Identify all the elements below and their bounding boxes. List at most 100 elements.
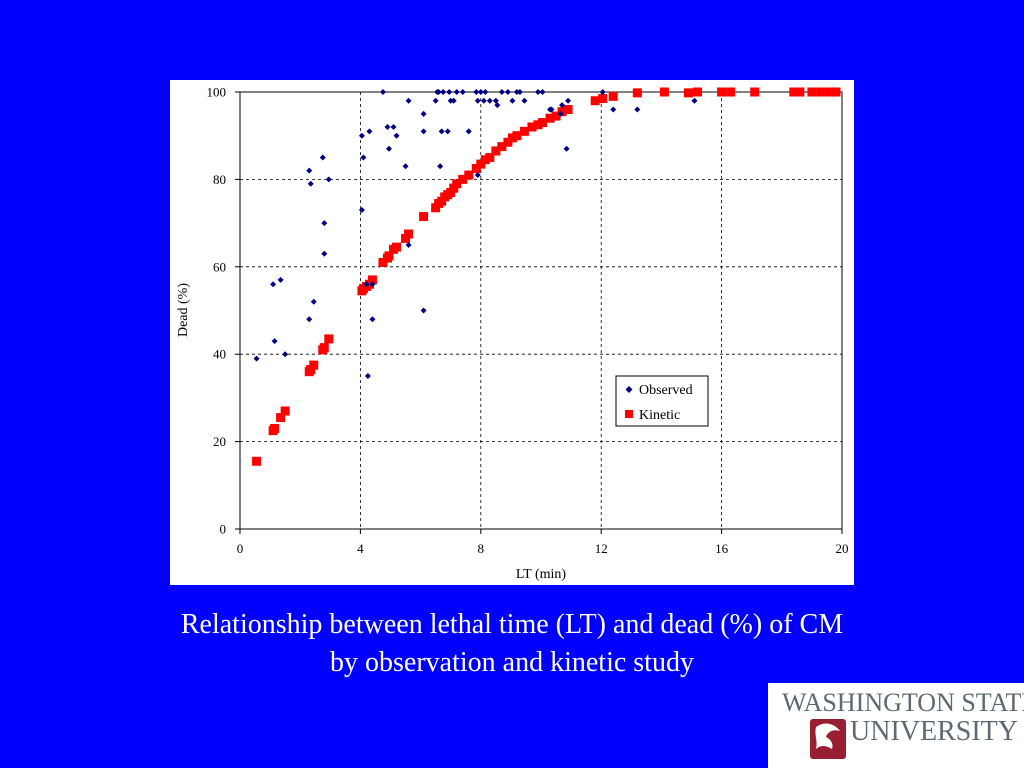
kinetic-point	[480, 155, 490, 165]
kinetic-point	[464, 170, 474, 180]
kinetic-point	[452, 179, 462, 189]
legend-observed-marker	[625, 386, 633, 393]
kinetic-point	[476, 159, 486, 169]
observed-point	[516, 89, 523, 95]
observed-point	[253, 355, 260, 362]
kinetic-point	[822, 87, 832, 97]
kinetic-point	[378, 257, 388, 267]
observed-point	[358, 206, 365, 213]
observed-point	[306, 167, 313, 174]
observed-point	[270, 281, 277, 288]
kinetic-point	[789, 87, 799, 97]
kinetic-point	[563, 104, 573, 114]
kinetic-point	[683, 88, 693, 98]
observed-point	[379, 89, 386, 95]
observed-point	[565, 97, 572, 104]
observed-point	[282, 351, 289, 358]
kinetic-point	[276, 413, 286, 423]
observed-point	[319, 154, 326, 161]
kinetic-point	[491, 146, 501, 156]
y-tick-label: 60	[213, 259, 226, 274]
observed-point	[459, 89, 466, 95]
observed-point	[599, 89, 606, 95]
kinetic-point	[545, 113, 555, 123]
y-tick-label: 40	[213, 347, 226, 362]
kinetic-point	[533, 120, 543, 130]
kinetic-point	[485, 153, 495, 163]
observed-point	[277, 276, 284, 283]
axis-ticks: 0 4 8 12 16 20 0 20 40 60 80 100	[207, 85, 849, 557]
wsu-wordmark-line2: UNIVERSITY	[850, 716, 1018, 747]
kinetic-point	[324, 334, 334, 344]
observed-point	[444, 128, 451, 135]
kinetic-point	[384, 251, 394, 261]
observed-point	[358, 132, 365, 139]
kinetic-point	[598, 94, 608, 104]
kinetic-point	[519, 126, 529, 136]
wsu-wordmark-line1: WASHINGTON STATE	[782, 688, 1024, 717]
observed-point	[420, 128, 427, 135]
legend-kinetic-label: Kinetic	[639, 408, 680, 423]
observed-point	[482, 89, 489, 95]
x-tick-label: 8	[478, 541, 485, 556]
observed-point	[557, 110, 564, 117]
observed-point	[420, 307, 427, 314]
observed-point	[310, 298, 317, 305]
x-tick-label: 12	[595, 541, 608, 556]
kinetic-point	[419, 212, 429, 222]
observed-point	[477, 89, 484, 95]
observed-point	[450, 97, 457, 104]
kinetic-point	[458, 174, 468, 184]
kinetic-point	[512, 131, 522, 141]
x-tick-label: 4	[357, 541, 364, 556]
observed-point	[563, 145, 570, 152]
kinetic-point	[831, 87, 841, 97]
x-tick-label: 0	[237, 541, 244, 556]
observed-point	[473, 89, 480, 95]
observed-point	[474, 97, 481, 104]
kinetic-point	[252, 456, 262, 466]
observed-point	[360, 154, 367, 161]
observed-point	[435, 89, 442, 95]
observed-point	[438, 128, 445, 135]
kinetic-point	[590, 96, 600, 106]
legend-kinetic-marker	[625, 410, 633, 418]
kinetic-point	[367, 275, 377, 285]
x-tick-label: 16	[715, 541, 729, 556]
observed-point	[325, 176, 332, 183]
kinetic-point	[557, 107, 567, 117]
observed-point	[363, 281, 370, 288]
observed-point	[634, 106, 641, 113]
kinetic-point	[319, 343, 329, 353]
x-axis-label: LT (min)	[516, 567, 567, 582]
kinetic-point	[404, 229, 414, 239]
observed-point	[420, 110, 427, 117]
kinetic-point	[726, 87, 736, 97]
observed-point	[321, 250, 328, 257]
observed-point	[548, 106, 555, 113]
observed-point	[384, 123, 391, 130]
observed-point	[405, 97, 412, 104]
data-points	[252, 87, 841, 466]
observed-point	[405, 241, 412, 248]
y-tick-label: 0	[220, 522, 227, 537]
observed-point	[307, 180, 314, 187]
kinetic-point	[807, 87, 817, 97]
kinetic-point	[659, 87, 669, 97]
observed-point	[480, 97, 487, 104]
observed-point	[610, 106, 617, 113]
kinetic-point	[717, 87, 727, 97]
kinetic-point	[538, 118, 548, 128]
observed-point	[440, 89, 447, 95]
kinetic-point	[392, 242, 402, 252]
observed-point	[385, 145, 392, 152]
y-tick-label: 20	[213, 434, 226, 449]
plot-area	[239, 91, 843, 530]
observed-point	[271, 338, 278, 345]
slide-caption: Relationship between lethal time (LT) an…	[0, 606, 1024, 682]
observed-point	[393, 132, 400, 139]
observed-point	[559, 102, 566, 109]
chart-panel: 0 4 8 12 16 20 0 20 40 60 80 100 LT (min) Dead (%) …	[170, 80, 854, 585]
observed-point	[534, 89, 541, 95]
y-tick-label: 100	[207, 85, 227, 100]
